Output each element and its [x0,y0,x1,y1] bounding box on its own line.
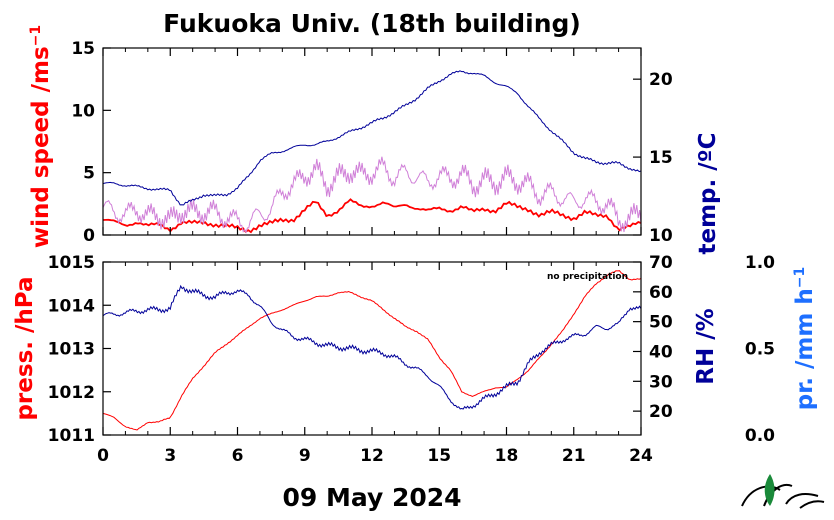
date-label: 09 May 2024 [282,483,461,512]
y-left-tick-label: 0 [83,226,95,246]
y-far-right-tick-label: 0.5 [745,340,775,360]
y-left-label-exponent: −1 [28,25,44,46]
x-tick-label: 9 [299,446,311,466]
x-tick-label: 21 [562,446,586,466]
y-left-tick-label: 1011 [48,426,95,446]
bottom-panel: 0 3 6 9 12 15 18 21 24 1011 1012 1013 1014 1015 20 30 40… [12,253,818,466]
series-line-pressure [102,270,642,431]
y-left-tick-label: 15 [71,39,95,59]
y-right-label: RH /% [693,308,719,384]
series-line-gust [102,156,642,234]
y-left-label: press. /hPa [12,276,38,420]
y-left-tick-label: 1014 [48,296,95,316]
x-tick-label: 0 [97,446,109,466]
y-left-tick-label: 10 [71,101,95,121]
y-left-label: wind speed /ms−1 [28,25,54,248]
y-right-tick-label: 70 [649,253,673,273]
y-right-label: temp. /ºC [695,132,721,254]
series-line-temp [102,70,642,206]
x-tick-label: 6 [232,446,244,466]
y-right-tick-label: 10 [649,226,673,246]
y-right-tick-label: 30 [649,372,673,392]
institution-logo-icon [741,474,825,509]
y-right-tick-label: 60 [649,283,673,303]
series-line-RH [102,284,642,410]
x-tick-label: 15 [427,446,451,466]
x-tick-label: 18 [495,446,519,466]
x-tick-label: 3 [164,446,176,466]
y-left-tick-label: 1012 [48,383,95,403]
top-panel: 0 5 10 15 10 15 20 wind speed /ms−1 temp. /ºC [28,25,721,255]
x-tick-label: 12 [360,446,384,466]
y-far-right-label-exponent: −1 [792,267,808,288]
y-right-tick-label: 15 [649,148,673,168]
y-left-tick-label: 1015 [48,253,95,273]
x-tick-label: 24 [629,446,653,466]
y-right-tick-label: 20 [649,70,673,90]
y-right-tick-label: 50 [649,313,673,333]
y-right-tick-label: 20 [649,402,673,422]
y-far-right-tick-label: 0.0 [745,426,775,446]
precip-note: no precipitation [547,272,628,282]
y-right-tick-label: 40 [649,342,673,362]
y-left-tick-label: 1013 [48,340,95,360]
chart-title: Fukuoka Univ. (18th building) [163,9,581,38]
series-line-mean [102,198,642,234]
y-left-tick-label: 5 [83,164,95,184]
y-far-right-tick-label: 1.0 [745,253,775,273]
y-far-right-label: pr. /mm h−1 [792,267,818,410]
